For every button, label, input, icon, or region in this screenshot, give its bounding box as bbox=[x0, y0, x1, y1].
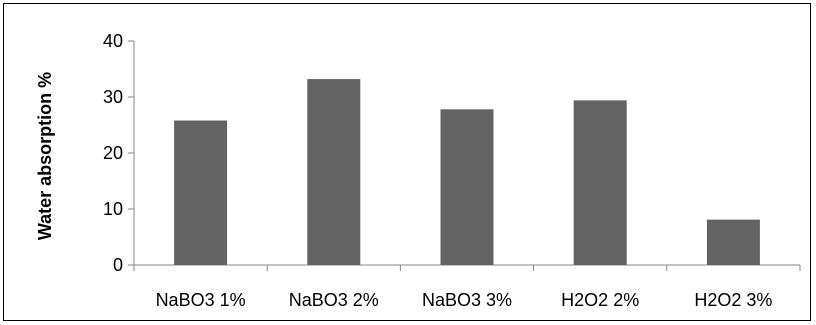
y-axis-title: Water absorption % bbox=[35, 72, 55, 240]
bar bbox=[706, 219, 760, 265]
x-tick-label: NaBO3 3% bbox=[422, 290, 512, 310]
chart-frame bbox=[3, 3, 811, 321]
x-tick-labels: NaBO3 1% NaBO3 2% NaBO3 3% H2O2 2% H2O2 3% bbox=[156, 290, 773, 310]
y-tick-label: 20 bbox=[103, 143, 123, 163]
y-tick-label: 30 bbox=[103, 87, 123, 107]
x-tick-label: H2O2 3% bbox=[694, 290, 772, 310]
x-tick-label: NaBO3 2% bbox=[289, 290, 379, 310]
bars bbox=[174, 79, 760, 266]
y-tick-label: 40 bbox=[103, 31, 123, 51]
bar bbox=[174, 120, 228, 266]
x-tick-label: H2O2 2% bbox=[561, 290, 639, 310]
bar bbox=[573, 100, 627, 265]
bar bbox=[440, 109, 494, 265]
y-tick-label: 0 bbox=[113, 255, 123, 275]
x-tick-label: NaBO3 1% bbox=[156, 290, 246, 310]
y-tick-label: 10 bbox=[103, 199, 123, 219]
y-tick-labels: 0 10 20 30 40 bbox=[103, 31, 123, 275]
bar bbox=[307, 79, 361, 265]
